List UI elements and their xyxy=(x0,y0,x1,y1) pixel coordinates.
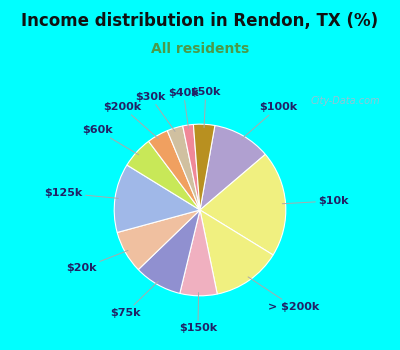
Text: $60k: $60k xyxy=(82,125,139,155)
Text: $75k: $75k xyxy=(111,281,158,318)
Wedge shape xyxy=(200,210,273,294)
Text: $150k: $150k xyxy=(179,293,217,334)
Wedge shape xyxy=(117,210,200,270)
Wedge shape xyxy=(200,126,265,210)
Text: $200k: $200k xyxy=(103,102,158,139)
Wedge shape xyxy=(200,154,286,255)
Text: > $200k: > $200k xyxy=(248,277,319,312)
Wedge shape xyxy=(127,141,200,210)
Wedge shape xyxy=(167,126,200,210)
Wedge shape xyxy=(194,124,215,210)
Wedge shape xyxy=(148,131,200,210)
Text: $50k: $50k xyxy=(190,87,221,127)
Text: $40k: $40k xyxy=(168,88,199,128)
Wedge shape xyxy=(114,165,200,232)
Text: Income distribution in Rendon, TX (%): Income distribution in Rendon, TX (%) xyxy=(22,12,378,30)
Wedge shape xyxy=(138,210,200,293)
Text: $30k: $30k xyxy=(135,92,175,132)
Wedge shape xyxy=(183,125,200,210)
Text: $20k: $20k xyxy=(66,251,128,273)
Text: $100k: $100k xyxy=(242,102,297,139)
Text: $10k: $10k xyxy=(282,196,348,206)
Text: City-Data.com: City-Data.com xyxy=(311,96,380,106)
Text: $125k: $125k xyxy=(44,188,118,198)
Wedge shape xyxy=(180,210,217,296)
Text: All residents: All residents xyxy=(151,42,249,56)
